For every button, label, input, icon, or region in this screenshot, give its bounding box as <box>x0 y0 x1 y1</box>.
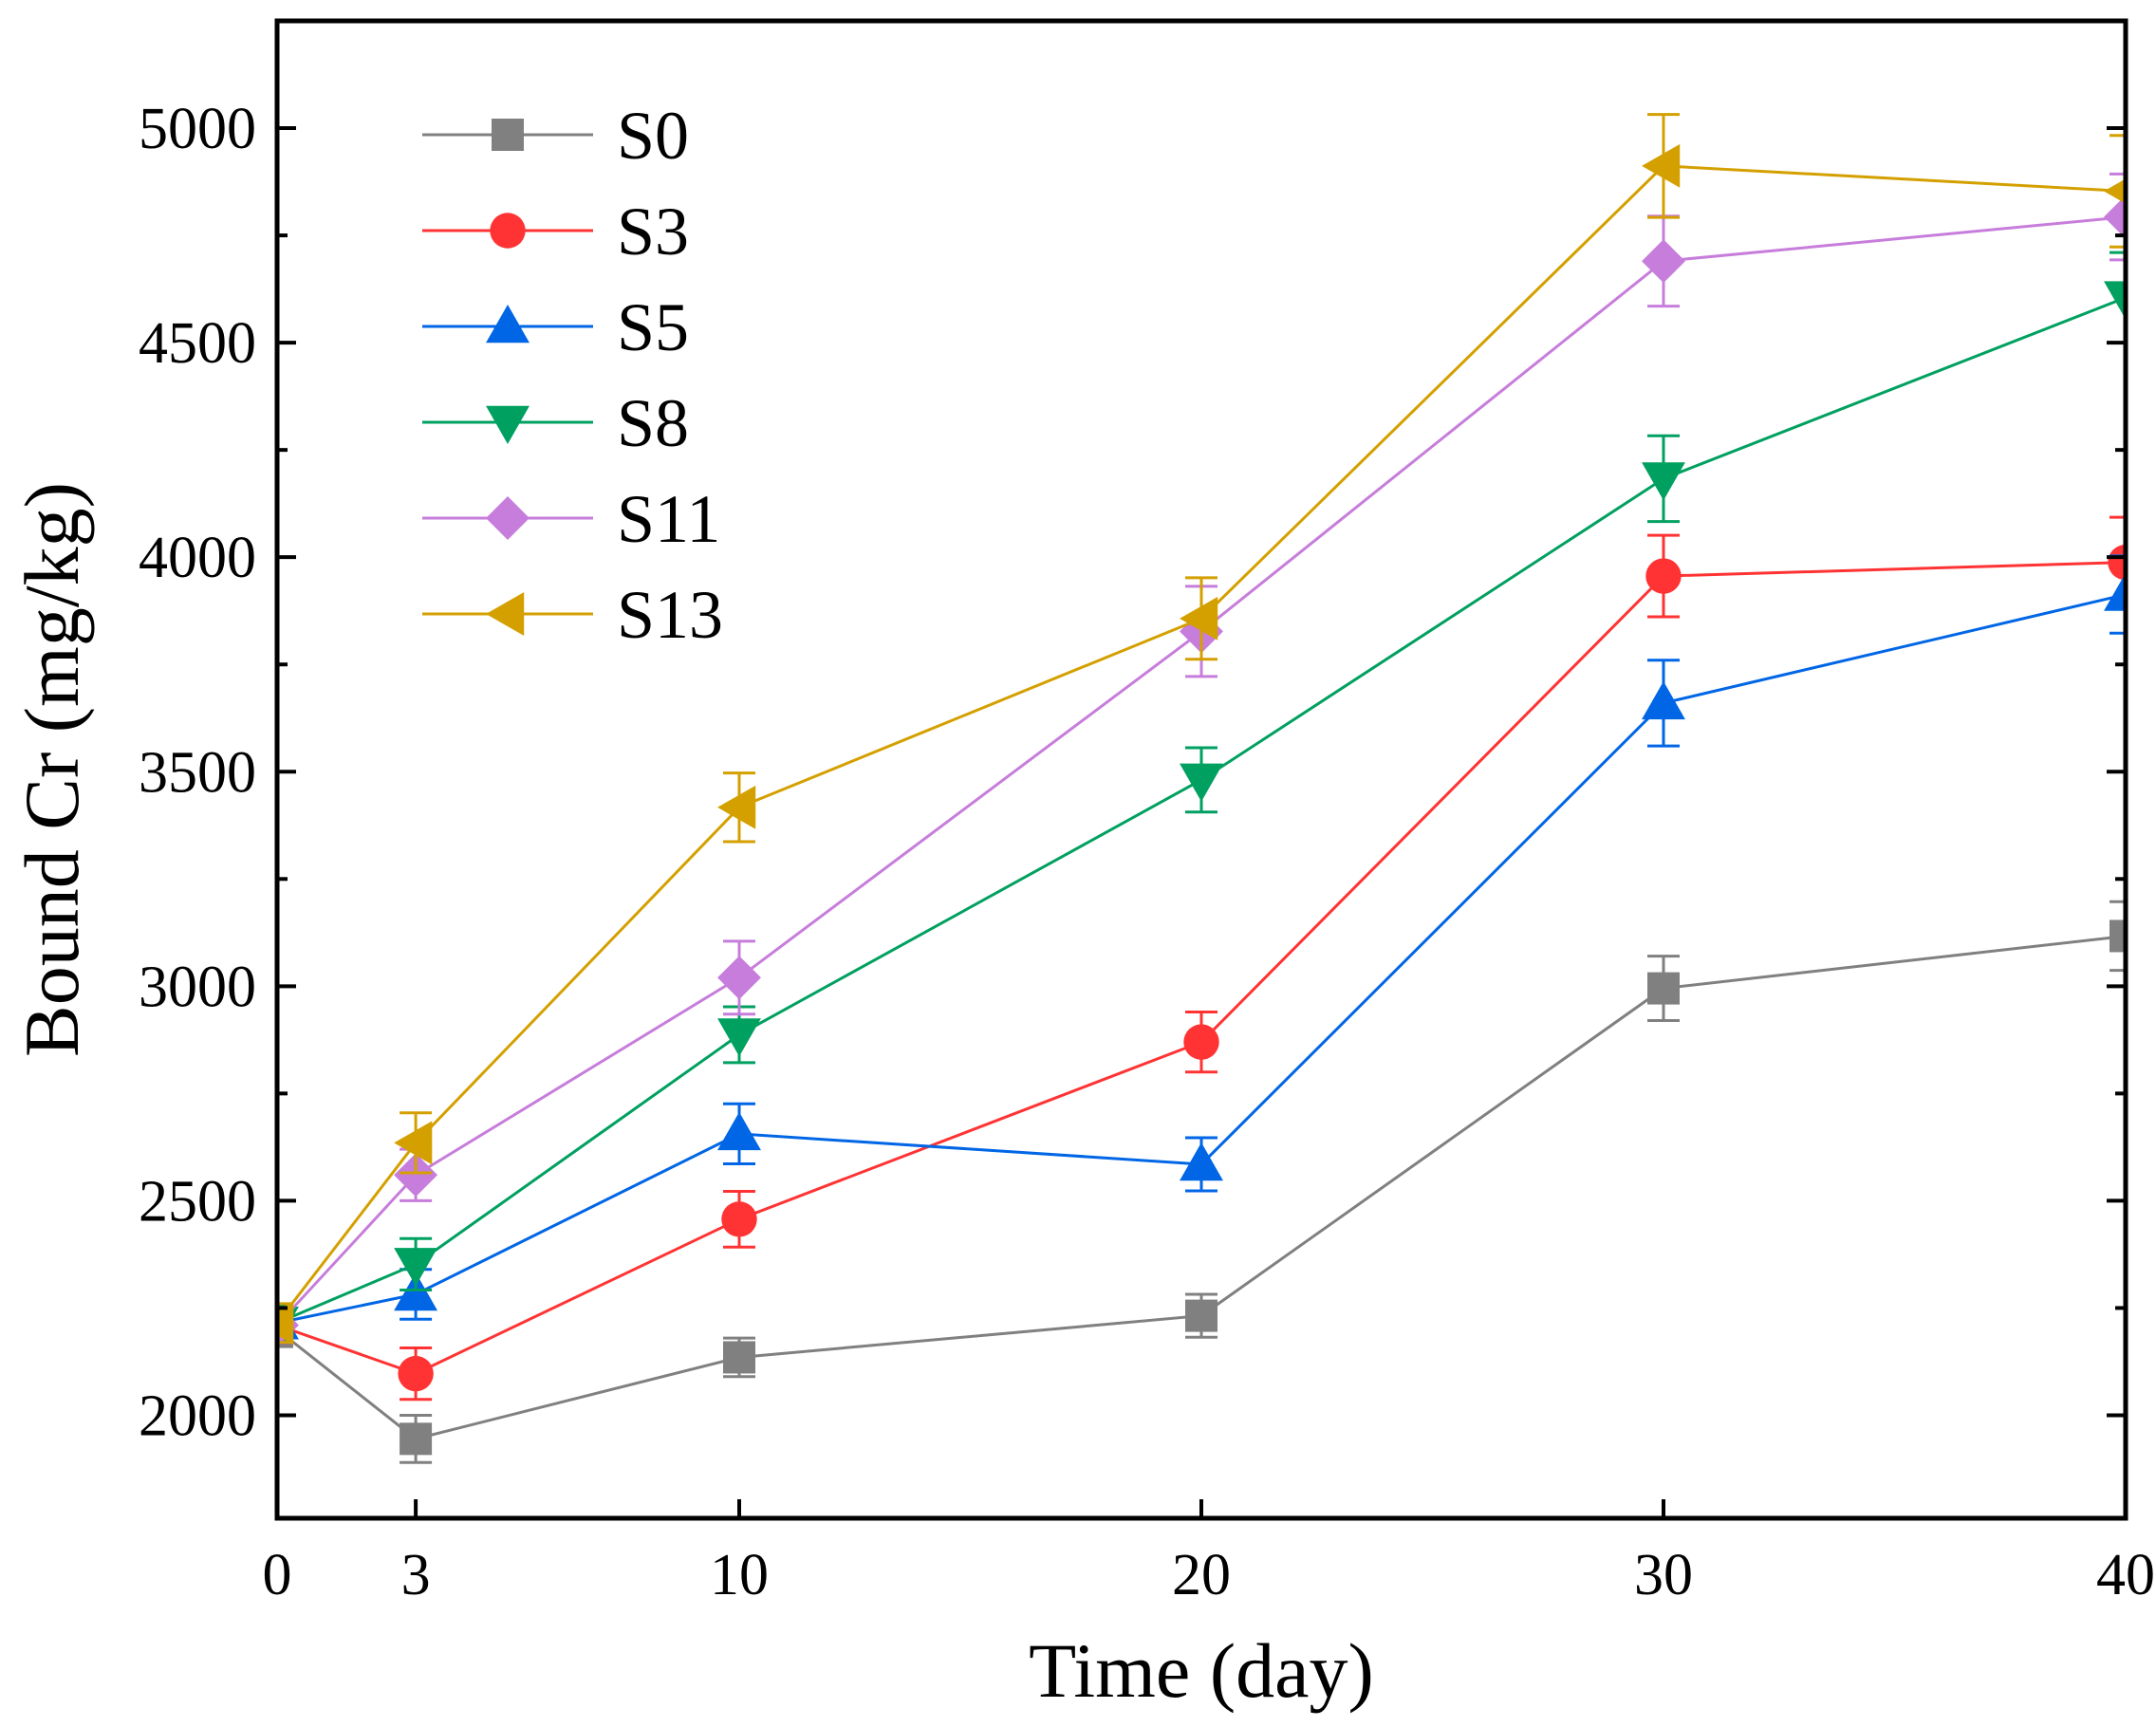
point-S5-20 <box>1180 1142 1223 1181</box>
point-S5-30 <box>1642 680 1685 720</box>
legend-item-S0: S0 <box>422 98 689 174</box>
y-tick-label-3000: 3000 <box>139 955 256 1019</box>
legend-label-S8: S8 <box>617 385 689 461</box>
series-line-S5 <box>277 593 2126 1325</box>
series-line-S13 <box>277 164 2126 1325</box>
legend-item-S3: S3 <box>422 194 689 269</box>
legend-marker-S11 <box>486 496 530 540</box>
y-tick-label-3500: 3500 <box>139 740 256 805</box>
legend-item-S5: S5 <box>422 289 689 365</box>
y-tick-label-4500: 4500 <box>139 311 256 376</box>
point-S0-10 <box>723 1341 755 1374</box>
point-S13-30 <box>1642 143 1681 188</box>
series-S5 <box>277 554 2126 1342</box>
y-axis-title: Bound Cr (mg/kg) <box>9 482 95 1057</box>
y-tick-label-2000: 2000 <box>139 1383 256 1448</box>
x-tick-label-40: 40 <box>2096 1543 2155 1607</box>
legend-marker-S5 <box>486 305 530 344</box>
point-S8-20 <box>1180 763 1223 802</box>
y-tick-label-4000: 4000 <box>139 526 256 590</box>
legend-marker-S0 <box>492 119 524 151</box>
point-S3-3 <box>398 1355 434 1392</box>
series-line-S3 <box>277 561 2126 1376</box>
series-S8 <box>277 251 2126 1346</box>
point-S13-10 <box>717 785 756 829</box>
legend-marker-S13 <box>486 592 525 636</box>
point-S11-10 <box>717 956 761 1000</box>
point-S5-3 <box>394 1272 438 1311</box>
legend-item-S11: S11 <box>422 481 720 557</box>
x-tick-label-0: 0 <box>263 1543 292 1607</box>
y-tick-label-2500: 2500 <box>139 1169 256 1234</box>
point-S8-3 <box>394 1248 438 1287</box>
point-S13-3 <box>394 1121 433 1165</box>
series-clipped-group <box>277 113 2126 1464</box>
legend-marker-S3 <box>490 213 526 249</box>
point-S0-3 <box>400 1422 433 1456</box>
point-S11-40 <box>2104 195 2126 239</box>
legend-label-S0: S0 <box>617 98 689 174</box>
legend-label-S3: S3 <box>617 194 689 269</box>
legend-item-S13: S13 <box>422 577 723 653</box>
legend-marker-S8 <box>486 405 530 444</box>
x-tick-label-30: 30 <box>1634 1543 1693 1607</box>
point-S8-30 <box>1642 462 1685 501</box>
point-S8-40 <box>2104 281 2126 320</box>
point-S3-20 <box>1183 1024 1219 1060</box>
x-tick-label-20: 20 <box>1172 1543 1231 1607</box>
x-tick-label-10: 10 <box>710 1543 769 1607</box>
y-tick-label-5000: 5000 <box>139 97 256 161</box>
point-S0-20 <box>1185 1299 1217 1332</box>
series-S0 <box>277 900 2126 1464</box>
legend-label-S13: S13 <box>617 577 723 653</box>
legend: S0 S3 S5 S8 S11 S13 <box>422 98 723 653</box>
axes-layer: 0 3 10 20 30 40 2000 2500 3000 3500 4000 4500 5000 <box>139 19 2155 1607</box>
series-line-S0 <box>277 934 2126 1440</box>
series-line-S8 <box>277 296 2126 1325</box>
point-S3-10 <box>721 1201 757 1237</box>
point-S5-10 <box>717 1111 761 1151</box>
point-S13-0 <box>277 1301 294 1346</box>
legend-label-S11: S11 <box>617 481 720 557</box>
point-S11-30 <box>1642 239 1685 284</box>
legend-item-S8: S8 <box>422 385 689 461</box>
point-S0-40 <box>2110 919 2126 953</box>
point-S3-30 <box>1645 558 1682 594</box>
legend-label-S5: S5 <box>617 289 689 365</box>
series-layer <box>277 113 2126 1464</box>
point-S3-40 <box>2108 544 2126 581</box>
series-line-S11 <box>277 215 2126 1327</box>
point-S0-30 <box>1647 972 1680 1005</box>
x-tick-label-3: 3 <box>401 1543 431 1607</box>
point-S13-20 <box>1180 596 1218 641</box>
point-S11-3 <box>394 1153 438 1198</box>
point-S13-40 <box>2104 178 2126 204</box>
x-axis-title: Time (day) <box>1029 1627 1374 1714</box>
point-S5-40 <box>2104 572 2126 611</box>
series-S13 <box>277 113 2126 1346</box>
point-S8-10 <box>717 1018 761 1057</box>
